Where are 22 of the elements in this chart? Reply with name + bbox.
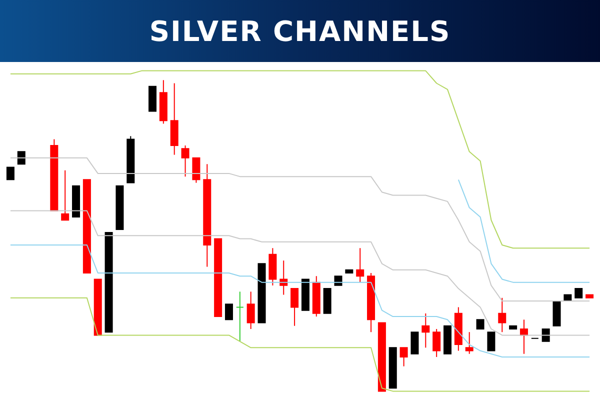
candlestick [290, 288, 299, 326]
candlestick [465, 332, 474, 354]
candlestick [400, 347, 408, 367]
candlestick [432, 328, 441, 358]
candlestick [487, 332, 496, 352]
candlestick [192, 157, 200, 184]
candlestick [356, 248, 364, 283]
candlestick [61, 170, 70, 221]
candlestick [498, 297, 506, 333]
candlestick [476, 319, 484, 330]
candlestick [236, 291, 244, 342]
chart-title: SILVER CHANNELS [0, 0, 600, 62]
candlestick [224, 304, 233, 320]
candlestick [17, 151, 26, 165]
candlestick [246, 291, 255, 330]
candlestick [542, 328, 550, 342]
candlestick [410, 332, 419, 354]
candlestick [181, 144, 190, 178]
candlestick [574, 288, 583, 298]
candlestick [280, 260, 288, 296]
candlestick [422, 312, 430, 348]
candlestick [6, 166, 14, 180]
